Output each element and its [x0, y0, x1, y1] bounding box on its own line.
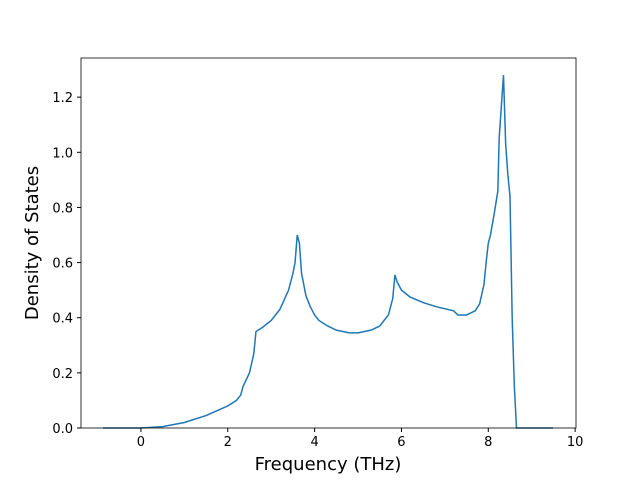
plot-frame [80, 57, 577, 429]
y-tick-label: 0.0 [52, 422, 73, 437]
x-axis-label: Frequency (THz) [255, 454, 402, 475]
x-tick-label: 4 [310, 435, 318, 450]
y-tick-label: 1.0 [52, 146, 73, 161]
y-axis-label: Density of States [22, 166, 43, 320]
y-tick-label: 0.2 [52, 367, 73, 382]
x-tick-label: 6 [397, 435, 405, 450]
x-tick-label: 2 [224, 435, 232, 450]
y-tick-label: 0.8 [52, 201, 73, 216]
x-tick-label: 8 [484, 435, 492, 450]
line [102, 75, 553, 429]
x-tick-label: 10 [567, 435, 584, 450]
y-tick-label: 0.4 [52, 312, 73, 327]
y-tick-label: 1.2 [52, 91, 73, 106]
x-tick-label: 0 [137, 435, 145, 450]
y-tick-label: 0.6 [52, 257, 73, 272]
